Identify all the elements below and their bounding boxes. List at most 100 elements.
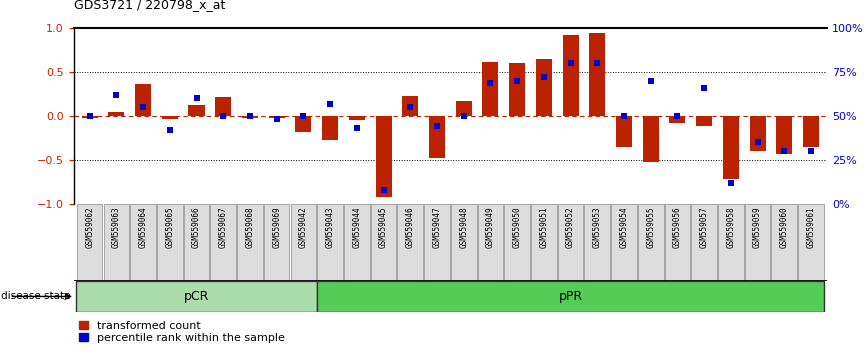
FancyBboxPatch shape bbox=[691, 204, 717, 281]
Bar bbox=[456, 101, 472, 116]
Bar bbox=[536, 59, 552, 116]
FancyBboxPatch shape bbox=[451, 204, 476, 281]
FancyBboxPatch shape bbox=[184, 204, 210, 281]
Point bbox=[564, 61, 578, 66]
Point bbox=[296, 113, 310, 119]
Bar bbox=[376, 116, 391, 196]
Point bbox=[751, 139, 765, 145]
Text: GSM559064: GSM559064 bbox=[139, 206, 147, 247]
FancyBboxPatch shape bbox=[772, 204, 797, 281]
Text: GSM559062: GSM559062 bbox=[85, 206, 94, 247]
Text: GSM559059: GSM559059 bbox=[753, 206, 762, 247]
Point bbox=[591, 61, 604, 66]
Point bbox=[136, 104, 150, 110]
Bar bbox=[482, 63, 499, 116]
Text: GSM559051: GSM559051 bbox=[540, 206, 548, 247]
Point bbox=[430, 124, 444, 129]
Point bbox=[456, 113, 470, 119]
FancyBboxPatch shape bbox=[104, 204, 129, 281]
Point bbox=[537, 75, 551, 80]
Point bbox=[697, 85, 711, 91]
Point bbox=[510, 78, 524, 84]
FancyBboxPatch shape bbox=[638, 204, 663, 281]
FancyBboxPatch shape bbox=[585, 204, 610, 281]
Text: GSM559052: GSM559052 bbox=[566, 206, 575, 247]
FancyBboxPatch shape bbox=[745, 204, 771, 281]
Bar bbox=[750, 116, 766, 151]
FancyBboxPatch shape bbox=[798, 204, 824, 281]
Text: GSM559069: GSM559069 bbox=[272, 206, 281, 247]
Point bbox=[243, 113, 257, 119]
Point bbox=[670, 113, 684, 119]
Bar bbox=[216, 97, 231, 116]
Point bbox=[404, 104, 417, 110]
Bar bbox=[643, 116, 659, 162]
Point bbox=[323, 101, 337, 107]
Text: GSM559056: GSM559056 bbox=[673, 206, 682, 247]
Text: GSM559053: GSM559053 bbox=[592, 206, 602, 247]
Bar bbox=[696, 116, 712, 126]
Bar bbox=[509, 63, 525, 116]
Point bbox=[778, 148, 792, 154]
FancyBboxPatch shape bbox=[77, 204, 102, 281]
FancyBboxPatch shape bbox=[237, 204, 262, 281]
FancyBboxPatch shape bbox=[611, 204, 637, 281]
Point bbox=[617, 113, 631, 119]
Bar bbox=[162, 116, 178, 119]
FancyBboxPatch shape bbox=[130, 204, 156, 281]
Text: GSM559055: GSM559055 bbox=[646, 206, 656, 247]
Bar bbox=[669, 116, 685, 123]
Legend: transformed count, percentile rank within the sample: transformed count, percentile rank withi… bbox=[79, 321, 285, 343]
Text: GSM559045: GSM559045 bbox=[379, 206, 388, 247]
FancyBboxPatch shape bbox=[210, 204, 236, 281]
Text: GSM559047: GSM559047 bbox=[432, 206, 442, 247]
FancyBboxPatch shape bbox=[718, 204, 744, 281]
FancyBboxPatch shape bbox=[531, 204, 557, 281]
Text: GSM559044: GSM559044 bbox=[352, 206, 361, 247]
Text: GSM559054: GSM559054 bbox=[619, 206, 629, 247]
FancyBboxPatch shape bbox=[477, 204, 503, 281]
FancyBboxPatch shape bbox=[558, 204, 584, 281]
Bar bbox=[189, 105, 204, 116]
Bar bbox=[723, 116, 739, 179]
Bar bbox=[589, 33, 605, 116]
FancyBboxPatch shape bbox=[291, 204, 316, 281]
Bar bbox=[803, 116, 819, 147]
Text: GSM559063: GSM559063 bbox=[112, 206, 121, 247]
Bar bbox=[402, 96, 418, 116]
Text: GSM559066: GSM559066 bbox=[192, 206, 201, 247]
Bar bbox=[776, 116, 792, 154]
Text: GSM559058: GSM559058 bbox=[727, 206, 735, 247]
Text: GDS3721 / 220798_x_at: GDS3721 / 220798_x_at bbox=[74, 0, 225, 11]
FancyBboxPatch shape bbox=[157, 204, 183, 281]
Text: GSM559042: GSM559042 bbox=[299, 206, 308, 247]
FancyBboxPatch shape bbox=[397, 204, 423, 281]
Bar bbox=[108, 112, 125, 116]
Text: pCR: pCR bbox=[184, 290, 210, 303]
Text: GSM559067: GSM559067 bbox=[219, 206, 228, 247]
Text: GSM559046: GSM559046 bbox=[406, 206, 415, 247]
FancyBboxPatch shape bbox=[317, 204, 343, 281]
Point bbox=[643, 78, 657, 84]
Bar bbox=[317, 281, 824, 312]
Bar bbox=[563, 35, 578, 116]
Bar bbox=[242, 116, 258, 118]
FancyBboxPatch shape bbox=[504, 204, 530, 281]
Bar bbox=[295, 116, 312, 132]
FancyBboxPatch shape bbox=[264, 204, 289, 281]
Text: GSM559068: GSM559068 bbox=[245, 206, 255, 247]
Bar bbox=[349, 116, 365, 120]
Text: GSM559049: GSM559049 bbox=[486, 206, 494, 247]
Text: GSM559043: GSM559043 bbox=[326, 206, 334, 247]
Point bbox=[724, 180, 738, 185]
Point bbox=[377, 187, 391, 192]
Point bbox=[269, 116, 283, 122]
Bar bbox=[135, 84, 151, 116]
FancyBboxPatch shape bbox=[344, 204, 370, 281]
Point bbox=[483, 80, 497, 85]
Point bbox=[350, 125, 364, 131]
Point bbox=[163, 127, 177, 133]
Point bbox=[83, 113, 97, 119]
Bar bbox=[268, 116, 285, 118]
Text: disease state: disease state bbox=[1, 291, 70, 302]
